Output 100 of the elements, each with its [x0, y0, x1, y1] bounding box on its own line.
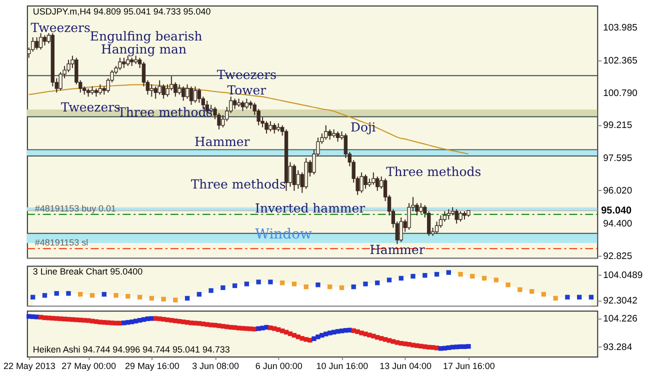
point	[351, 284, 356, 290]
point	[280, 280, 285, 286]
x-tick-label: 27 May 00:00	[62, 360, 116, 371]
candlestick	[154, 86, 158, 100]
point	[422, 273, 428, 278]
annotation: Doji	[350, 119, 376, 134]
y-tick-label: 93.284	[603, 342, 632, 353]
point	[304, 284, 308, 290]
candlestick	[328, 128, 332, 140]
point	[565, 294, 570, 300]
candlestick	[296, 170, 300, 190]
point	[482, 276, 487, 281]
candlestick	[178, 84, 182, 96]
candlestick	[399, 216, 403, 243]
point	[184, 296, 190, 301]
candlestick	[272, 122, 276, 134]
point	[470, 274, 475, 279]
annotation: Tweezers	[30, 20, 90, 36]
point	[149, 296, 154, 301]
annotation: Three methods	[386, 164, 482, 179]
y-tick-label: 92.3042	[603, 296, 638, 307]
point	[54, 291, 59, 296]
point	[126, 294, 130, 299]
point	[292, 282, 297, 286]
point	[90, 293, 95, 298]
point	[102, 292, 106, 297]
candlestick	[336, 130, 340, 142]
point	[196, 292, 202, 297]
annotation: Tower	[227, 82, 266, 98]
point	[363, 282, 368, 286]
x-tick-label: 22 May 2013	[3, 360, 56, 371]
point	[494, 278, 499, 282]
y-tick-label: 100.790	[603, 88, 638, 99]
point	[541, 292, 546, 297]
x-tick-label: 29 May 16:00	[124, 360, 180, 371]
annotation: Inverted hammer	[255, 200, 366, 216]
point	[232, 283, 238, 288]
candlestick	[193, 86, 198, 104]
candlestick	[324, 124, 328, 140]
candlestick	[98, 84, 102, 96]
point	[339, 285, 344, 290]
point	[398, 276, 404, 281]
point	[66, 291, 71, 296]
y-tick-label: 97.595	[603, 153, 632, 164]
y-tick-label: 94.400	[603, 218, 632, 230]
point	[137, 294, 142, 300]
point	[208, 288, 214, 293]
y-tick-label: 99.215	[603, 120, 632, 132]
candlestick	[264, 120, 268, 134]
point	[434, 272, 440, 277]
candlestick	[118, 57, 122, 71]
annotation: Three methods	[190, 176, 286, 192]
annotation: Tweezers	[60, 100, 120, 114]
candlestick	[360, 172, 364, 194]
candlestick	[34, 36, 39, 50]
candlestick	[292, 164, 296, 192]
candlestick	[458, 210, 462, 222]
candlestick	[454, 208, 458, 224]
ref-line-label: 95.040	[601, 205, 632, 216]
point	[244, 282, 250, 286]
x-tick-label: 3 Jun 08:00	[192, 360, 239, 371]
point	[553, 296, 558, 301]
annotation: Engulfing bearish	[90, 28, 202, 44]
annotation: Hammer	[194, 134, 250, 150]
point	[386, 278, 392, 282]
candlestick	[446, 208, 450, 220]
ref-line-label: #48191153 buy 0.01	[34, 203, 116, 214]
candlestick	[419, 202, 423, 214]
point	[410, 274, 416, 279]
point	[529, 289, 534, 294]
candlestick	[185, 84, 190, 100]
ref-line-label: #48191153 sl	[34, 238, 88, 248]
chart-title: USDJPY.m,H4 94.809 95.041 94.733 95.040	[32, 6, 211, 17]
candlestick	[150, 84, 154, 98]
candlestick	[442, 210, 447, 222]
y-tick-label: 92.825	[603, 250, 632, 262]
point	[588, 294, 594, 300]
x-tick-label: 10 Jun 16:00	[316, 360, 368, 371]
candlestick	[232, 98, 237, 110]
point	[42, 293, 48, 298]
point	[30, 294, 36, 300]
point	[458, 272, 463, 277]
point	[576, 294, 582, 300]
y-tick-label: 104.0489	[603, 270, 643, 281]
x-tick-label: 17 Jun 16:00	[443, 360, 495, 371]
point	[328, 284, 332, 290]
candlestick	[268, 120, 272, 132]
x-tick-label: 6 Jun 00:00	[255, 360, 302, 371]
point	[256, 280, 261, 284]
candlestick	[189, 86, 194, 106]
candlestick	[244, 98, 249, 110]
y-tick-label: 103.985	[603, 22, 638, 34]
y-tick-label: 96.020	[603, 185, 632, 196]
point	[316, 282, 320, 288]
point	[518, 287, 522, 292]
point	[220, 285, 226, 290]
candlestick	[38, 32, 43, 50]
y-tick-label: 104.226	[603, 314, 638, 325]
text: Heiken Ashi 94.744 94.996 94.744 95.041 94.733	[32, 344, 230, 354]
point	[375, 280, 380, 286]
